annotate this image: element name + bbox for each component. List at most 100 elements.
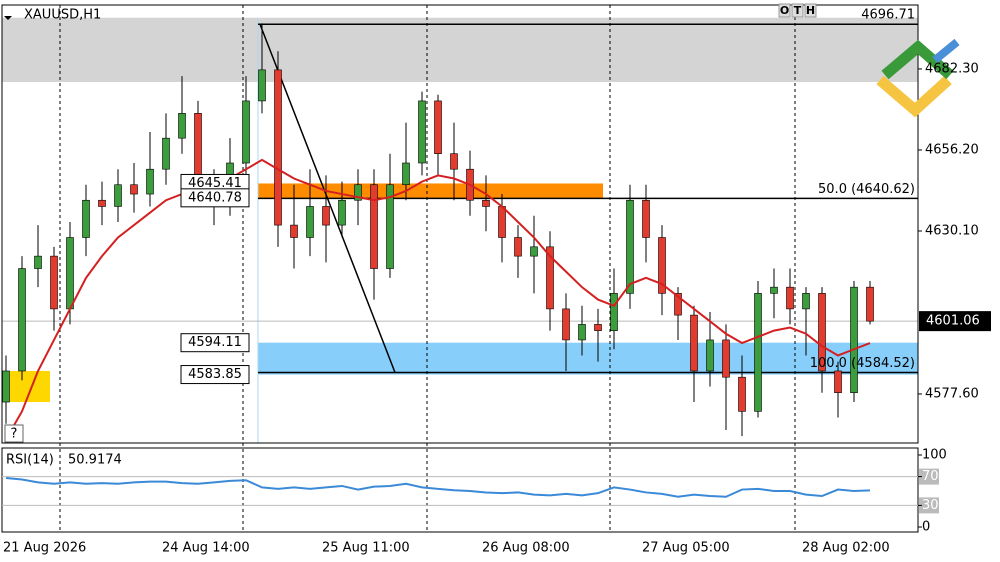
- candle-body: [162, 137, 170, 170]
- logo-chevron: [932, 38, 960, 64]
- toolbar-button[interactable]: [778, 3, 791, 18]
- candle-body: [66, 237, 74, 310]
- toolbar-label: H: [806, 4, 815, 17]
- candle-body: [50, 255, 58, 310]
- candle-body: [2, 370, 10, 403]
- candle-body: [338, 199, 346, 226]
- candle-body: [578, 324, 586, 341]
- rsi-title: RSI(14): [6, 453, 54, 468]
- candle-body: [866, 286, 874, 322]
- x-tick-label: 28 Aug 02:00: [802, 541, 890, 556]
- current-price-label: 4601.06: [926, 314, 980, 329]
- candle-body: [738, 376, 746, 412]
- candle-body: [482, 199, 490, 207]
- toolbar-button[interactable]: [791, 3, 804, 18]
- rsi-tick-label: 0: [922, 520, 930, 535]
- candle-body: [354, 184, 362, 201]
- y-tick-label: 4656.20: [925, 142, 979, 157]
- symbol-title: XAUUSD,H1: [24, 8, 101, 23]
- x-tick-label: 21 Aug 2026: [3, 541, 86, 556]
- zone: [2, 370, 50, 403]
- candle-body: [258, 69, 266, 102]
- main-frame: [1, 4, 919, 444]
- y-tick-label: 4682.30: [925, 61, 979, 76]
- candle-body: [402, 162, 410, 186]
- y-tick-label: 4577.60: [925, 386, 979, 401]
- candle-body: [274, 69, 282, 226]
- toolbar-label: T: [794, 4, 802, 17]
- rsi-line: [5, 477, 871, 498]
- candle-body: [98, 199, 106, 207]
- y-tick-label: 4630.10: [925, 223, 979, 238]
- zone: [2, 17, 918, 82]
- candle-body: [834, 370, 842, 394]
- candle-body: [722, 339, 730, 378]
- toolbar-button[interactable]: [804, 3, 817, 18]
- candle-body: [626, 199, 634, 294]
- fib-label: 50.0 (4640.62): [818, 182, 915, 197]
- candle-body: [370, 184, 378, 269]
- day-separators: [59, 5, 796, 532]
- price-box-label: 4645.41: [188, 176, 242, 191]
- logo-chevron: [881, 39, 954, 80]
- toolbar: O T H: [778, 3, 817, 18]
- rsi-tick-label: 30: [922, 498, 939, 513]
- candle-body: [514, 237, 522, 257]
- fib-label: 100.0 (4584.52): [810, 356, 915, 371]
- candle-body: [178, 113, 186, 139]
- candle-body: [18, 268, 26, 372]
- help-button[interactable]: [4, 424, 24, 443]
- current-price-box: [919, 311, 991, 332]
- candle-body: [786, 286, 794, 310]
- candle-body: [818, 293, 826, 372]
- candle-body: [706, 339, 714, 372]
- candle-body: [546, 246, 554, 310]
- candle-body: [306, 206, 314, 238]
- candle-body: [658, 237, 666, 294]
- candle-body: [850, 286, 858, 394]
- candle-body: [418, 100, 426, 164]
- candle-body: [82, 199, 90, 238]
- price-box: [180, 333, 250, 353]
- trend-line: [259, 23, 396, 373]
- x-tick-label: 25 Aug 11:00: [322, 541, 410, 556]
- candle-body: [690, 314, 698, 372]
- candle-body: [770, 286, 778, 294]
- candle-body: [802, 293, 810, 310]
- price-box: [180, 188, 250, 208]
- rsi-tick-label: 100: [922, 448, 947, 463]
- zone: [258, 342, 918, 375]
- rsi-tick-box: [919, 497, 939, 514]
- candle-body: [386, 184, 394, 269]
- moving-average: [5, 158, 871, 440]
- toolbar-label: O: [780, 4, 789, 17]
- logo-chevron: [876, 75, 952, 118]
- rsi-tick-label: 70: [922, 469, 939, 484]
- price-box: [180, 365, 250, 385]
- menu-arrow: [4, 16, 12, 20]
- candle-body: [594, 324, 602, 331]
- rsi-tick-box: [919, 468, 939, 485]
- help-label: ?: [11, 427, 18, 442]
- candle-body: [290, 224, 298, 238]
- x-tick-label: 26 Aug 08:00: [482, 541, 570, 556]
- fib-label: 4696.71: [861, 8, 915, 23]
- candle-body: [450, 153, 458, 170]
- price-box-label: 4640.78: [188, 190, 242, 205]
- candle-body: [434, 100, 442, 154]
- candle-body: [114, 184, 122, 207]
- candle-body: [34, 255, 42, 269]
- rsi-frame: [1, 447, 919, 533]
- candle-body: [322, 206, 330, 226]
- logo: [876, 38, 960, 118]
- candle-body: [642, 199, 650, 238]
- candle-body: [498, 206, 506, 238]
- candle-body: [610, 293, 618, 331]
- price-box-label: 4594.11: [188, 335, 242, 350]
- x-tick-label: 27 Aug 05:00: [642, 541, 730, 556]
- candle-body: [130, 184, 138, 195]
- price-box-label: 4583.85: [188, 367, 242, 382]
- candle-body: [530, 246, 538, 257]
